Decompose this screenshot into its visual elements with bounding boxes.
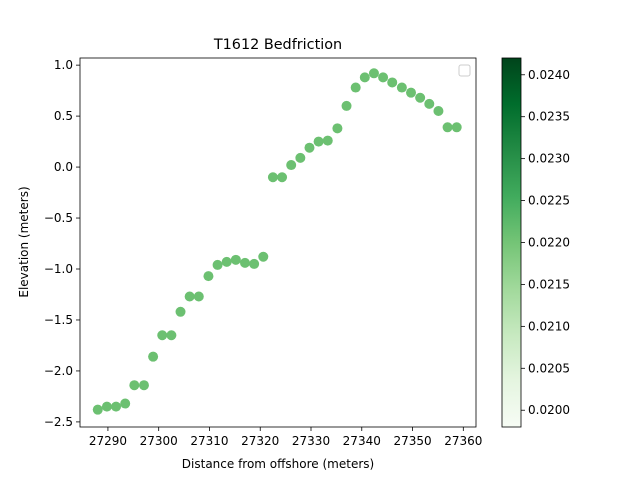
x-tick-label: 27360: [444, 434, 482, 448]
y-axis-ticks: −2.5 −2.0 −1.5 −1.0 −0.5 0.0 0.5 1.0: [44, 58, 80, 429]
data-point: [424, 98, 435, 109]
colorbar: [501, 57, 522, 428]
data-point: [396, 82, 407, 93]
y-tick-label: 1.0: [54, 58, 73, 72]
colorbar-tick-label: 0.0210: [528, 319, 570, 333]
data-point: [442, 122, 453, 133]
data-point: [322, 135, 333, 146]
y-tick-label: 0.5: [54, 109, 73, 123]
data-point: [387, 77, 398, 88]
data-point: [92, 404, 103, 415]
x-axis-ticks: 27290 27300 27310 27320 27330 27340 27350 27360: [89, 427, 482, 448]
colorbar-tick-label: 0.0225: [528, 194, 570, 208]
data-point: [138, 380, 149, 391]
y-tick-label: 0.0: [54, 160, 73, 174]
data-points: [92, 68, 462, 415]
data-point: [111, 401, 122, 412]
colorbar-tick-label: 0.0205: [528, 361, 570, 375]
colorbar-tick-label: 0.0235: [528, 110, 570, 124]
x-tick-label: 27340: [343, 434, 381, 448]
colorbar-tick-label: 0.0200: [528, 403, 570, 417]
data-point: [101, 401, 112, 412]
plot-area-frame: [79, 57, 477, 428]
data-point: [286, 160, 297, 171]
x-axis-label: Distance from offshore (meters): [182, 457, 374, 471]
data-point: [378, 72, 389, 83]
data-point: [295, 152, 306, 163]
data-point: [267, 172, 278, 183]
data-point: [175, 306, 186, 317]
data-point: [120, 398, 131, 409]
data-point: [148, 351, 159, 362]
data-point: [193, 291, 204, 302]
data-point: [230, 254, 241, 265]
colorbar-tick-label: 0.0230: [528, 152, 570, 166]
chart-title: T1612 Bedfriction: [213, 37, 342, 53]
colorbar-ticks: 0.0200 0.0205 0.0210 0.0215 0.0220 0.0225 0.02…: [521, 68, 570, 417]
data-point: [157, 330, 168, 341]
y-tick-label: −2.0: [44, 364, 73, 378]
data-point: [203, 271, 214, 282]
x-tick-label: 27320: [241, 434, 279, 448]
y-tick-label: −2.5: [44, 415, 73, 429]
data-point: [184, 291, 195, 302]
data-point: [221, 256, 232, 267]
y-tick-label: −1.5: [44, 313, 73, 327]
y-axis-label: Elevation (meters): [17, 186, 31, 297]
x-tick-label: 27290: [89, 434, 127, 448]
x-tick-label: 27330: [292, 434, 330, 448]
data-point: [212, 259, 223, 270]
data-point: [359, 72, 370, 83]
colorbar-tick-label: 0.0215: [528, 277, 570, 291]
data-point: [350, 82, 361, 93]
data-point: [129, 380, 140, 391]
x-tick-label: 27350: [393, 434, 431, 448]
data-point: [304, 142, 315, 153]
colorbar-tick-label: 0.0220: [528, 236, 570, 250]
y-tick-label: −1.0: [44, 262, 73, 276]
data-point: [277, 172, 288, 183]
data-point: [258, 251, 269, 262]
data-point: [406, 87, 417, 98]
data-point: [415, 92, 426, 103]
data-point: [240, 257, 250, 268]
legend-box: [458, 64, 471, 77]
data-point: [368, 68, 379, 79]
data-point: [249, 258, 260, 269]
x-tick-label: 27300: [140, 434, 178, 448]
y-tick-label: −0.5: [44, 211, 73, 225]
colorbar-tick-label: 0.0240: [528, 68, 570, 82]
data-point: [433, 106, 444, 117]
x-tick-label: 27310: [190, 434, 228, 448]
data-point: [313, 136, 324, 147]
data-point: [166, 330, 177, 341]
data-point: [341, 100, 352, 111]
data-point: [451, 122, 462, 133]
data-point: [332, 123, 343, 134]
